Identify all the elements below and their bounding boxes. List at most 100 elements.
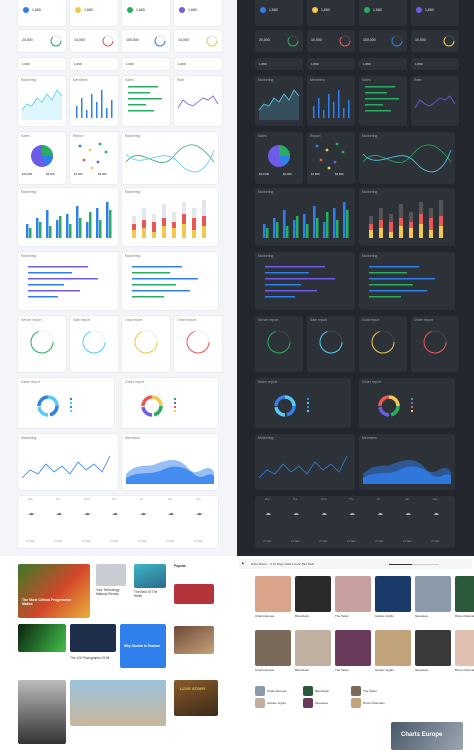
bar-segment (172, 212, 176, 222)
album-tile[interactable] (295, 576, 331, 612)
track-thumb[interactable] (255, 686, 265, 696)
news-card-image[interactable] (96, 564, 126, 586)
news-card-image[interactable] (70, 680, 166, 726)
album-tile[interactable] (455, 576, 474, 612)
temperature-label: 27 Max (26, 540, 35, 543)
stat-value: 1,660 (269, 8, 278, 12)
stat-icon (127, 7, 133, 13)
bar-segment (379, 220, 383, 228)
news-card-headline[interactable]: Your Technology Makeup Review (96, 588, 120, 596)
stat-ring-card: 100,000 (122, 30, 170, 52)
album-tile[interactable] (295, 630, 331, 666)
news-card-image[interactable] (18, 680, 66, 744)
news-card-image[interactable] (174, 584, 214, 604)
track-title[interactable]: The Talent (363, 689, 377, 693)
chart-svg (154, 35, 166, 47)
chart-svg (132, 200, 206, 238)
album-title[interactable]: Garden Lights (375, 614, 394, 618)
news-card-image[interactable] (70, 624, 116, 652)
album-title[interactable]: Charts Europe (255, 614, 275, 618)
album-title[interactable]: Garden Lights (375, 668, 394, 672)
weekday-label: Sat (168, 498, 172, 501)
news-card-headline[interactable]: The Best Of The Week (134, 590, 158, 598)
series-line (177, 95, 219, 109)
album-title[interactable]: Bloodwork (295, 614, 310, 618)
news-card-image[interactable] (174, 626, 214, 654)
bar (326, 212, 329, 238)
play-icon[interactable]: ▶ (242, 561, 245, 565)
album-title[interactable]: Brown Mountain (455, 614, 474, 618)
cloud-icon: ☁ (405, 511, 411, 517)
track-thumb[interactable] (351, 698, 361, 708)
track-title[interactable]: Sleepless (315, 701, 329, 705)
donut-segment (141, 395, 163, 417)
mini-stat-card: 1,660 (122, 58, 170, 70)
track-thumb[interactable] (255, 698, 265, 708)
news-cover-image[interactable]: LOVE STORY (174, 680, 218, 716)
album-tile[interactable] (335, 576, 371, 612)
track-thumb[interactable] (351, 686, 361, 696)
album-tile[interactable] (375, 576, 411, 612)
bar-segment (132, 216, 136, 224)
album-title[interactable]: Sleepless (415, 614, 429, 618)
chart-svg (177, 95, 219, 109)
track-title[interactable]: Charts Europe (267, 689, 287, 693)
gauge-progress (371, 330, 395, 354)
bar (266, 228, 269, 238)
news-feature-card[interactable]: Why Studies In Fashion (120, 624, 166, 668)
bar (365, 104, 383, 106)
bar-segment (389, 232, 393, 238)
album-title[interactable]: The Talent (335, 614, 349, 618)
charts-europe-cover[interactable]: Charts Europe (391, 722, 463, 750)
chart-title: Marketing (258, 78, 274, 82)
gauge-progress (82, 330, 106, 354)
pie-slice (279, 156, 290, 166)
area-chart-card: Members (122, 434, 218, 490)
ring-progress (287, 35, 299, 47)
bar (132, 290, 190, 292)
pie-slice (42, 156, 53, 166)
bar (306, 224, 309, 238)
album-tile[interactable] (415, 576, 451, 612)
bar-segment (152, 214, 156, 222)
temperature-label: 27 Max (347, 540, 356, 543)
track-title[interactable]: Brown Mountain (363, 701, 385, 705)
chart-title: Marketing (362, 190, 378, 194)
music-player-bar[interactable]: ▶ Robin Rewin - "A 10 Mogur Wild & Hunt"… (239, 559, 472, 569)
chart-svg (319, 330, 343, 354)
ring-progress (391, 35, 403, 47)
legend-swatch (307, 410, 309, 412)
album-title[interactable]: Charts Europe (255, 668, 275, 672)
album-tile[interactable] (375, 630, 411, 666)
stat-ring-card: 10,000 (307, 30, 355, 52)
news-card-image[interactable] (134, 564, 166, 588)
report-gauge-card: Server report (18, 316, 66, 372)
track-title[interactable]: Bloodwork (315, 689, 330, 693)
mini-chart-card: Rate (174, 76, 222, 126)
stat-value: 100,000 (363, 38, 376, 42)
track-title[interactable]: Garden Lights (267, 701, 286, 705)
track-thumb[interactable] (303, 686, 313, 696)
album-title[interactable]: The Talent (335, 668, 349, 672)
wave-chart-card: Marketing (359, 132, 455, 184)
bar (369, 278, 435, 280)
news-card-image[interactable] (18, 624, 66, 652)
album-title[interactable]: Brown Mountain (455, 668, 474, 672)
news-hero-image[interactable]: The Most Critical Progressive Makes (18, 564, 90, 618)
player-progress-bar[interactable] (389, 564, 439, 565)
album-tile[interactable] (255, 576, 291, 612)
chart-title: Report (73, 134, 84, 138)
bar (96, 208, 99, 238)
album-tile[interactable] (335, 630, 371, 666)
album-tile[interactable] (255, 630, 291, 666)
news-card-headline[interactable]: The 120 Photographs Of All (70, 656, 110, 660)
mini-stat-value: 1,660 (363, 62, 371, 66)
album-title[interactable]: Sleepless (415, 668, 429, 672)
chart-title: Marketing (125, 190, 141, 194)
album-tile[interactable] (415, 630, 451, 666)
bar (265, 296, 295, 298)
report-gauge-card: Sale report (307, 316, 355, 372)
track-thumb[interactable] (303, 698, 313, 708)
album-title[interactable]: Bloodwork (295, 668, 310, 672)
album-tile[interactable] (455, 630, 474, 666)
